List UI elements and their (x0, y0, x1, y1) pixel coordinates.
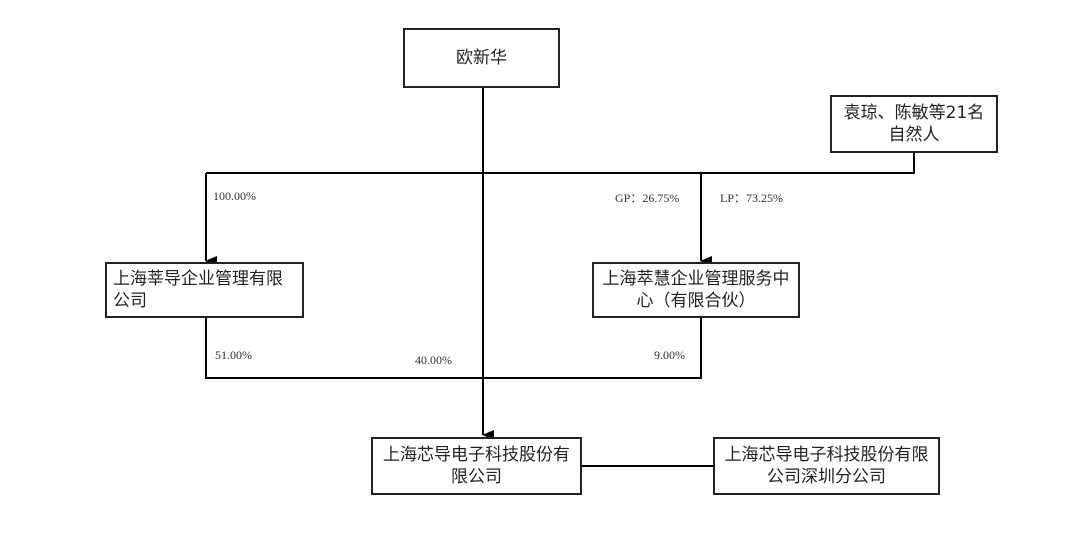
label-51: 51.00% (215, 348, 252, 362)
label-9: 9.00% (654, 348, 685, 362)
node-shenzhen-branch: 上海芯导电子科技股份有限公司深圳分公司 (713, 437, 940, 495)
label-gp: GP：26.75% (615, 191, 680, 205)
node-company: 上海芯导电子科技股份有限公司 (371, 437, 582, 495)
node-cuihui: 上海萃慧企业管理服务中心（有限合伙） (592, 262, 800, 318)
node-natural-persons: 袁琼、陈敏等21名自然人 (830, 95, 998, 153)
node-ouxinhua: 欧新华 (403, 28, 560, 88)
label-lp: LP：73.25% (720, 191, 784, 205)
line-natural-persons (206, 153, 915, 174)
label-40: 40.00% (415, 353, 452, 367)
label-100: 100.00% (213, 189, 256, 203)
node-xindao-mgmt: 上海莘导企业管理有限公司 (105, 262, 304, 318)
line-holdings-to-company (205, 318, 702, 379)
